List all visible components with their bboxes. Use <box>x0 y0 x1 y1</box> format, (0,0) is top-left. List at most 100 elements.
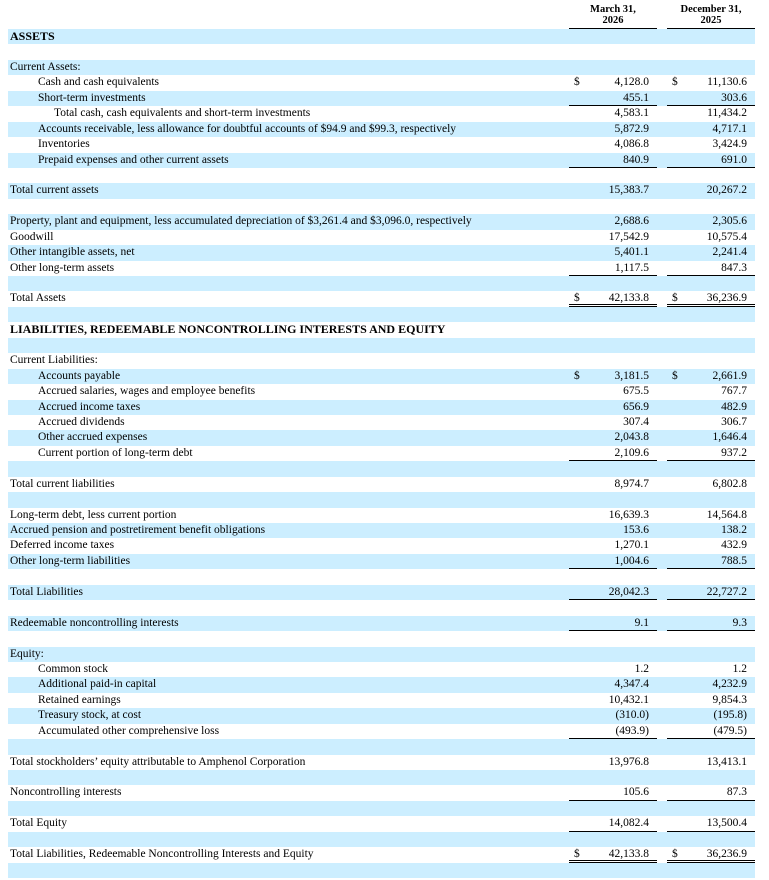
row-value-cell: 307.4 <box>569 415 657 430</box>
dollar-sign: $ <box>574 369 580 382</box>
row-value-cell <box>569 29 657 44</box>
table-row <box>8 337 755 354</box>
column-header-period-2: December 31, 2025 <box>667 4 755 29</box>
column-header-line1: March 31, <box>590 4 636 15</box>
row-value-cell <box>569 647 657 662</box>
row-label: Prepaid expenses and other current asset… <box>38 153 229 166</box>
row-value-cell: (493.9) <box>569 724 657 740</box>
row-value: 13,976.8 <box>608 755 649 768</box>
row-value: 1,004.6 <box>614 554 650 567</box>
row-label: Accrued salaries, wages and employee ben… <box>38 385 256 398</box>
row-value: 3,181.5 <box>614 369 650 382</box>
row-value-cell <box>569 492 657 507</box>
row-value-cell <box>569 770 657 785</box>
row-value: 13,413.1 <box>706 755 747 768</box>
row-value-cell <box>667 801 755 816</box>
row-value: 2,043.8 <box>614 431 650 444</box>
row-value-cell: 11,434.2 <box>667 106 755 121</box>
row-value-cell: 4,347.4 <box>569 677 657 692</box>
row-value-cell: 1,117.5 <box>569 261 657 276</box>
row-value: 2,109.6 <box>614 446 650 459</box>
row-value-cell: 1.2 <box>667 662 755 677</box>
row-value-cell <box>667 739 755 754</box>
table-row: Other long-term liabilities 1,004.6 788.… <box>8 553 755 570</box>
row-value-cell <box>569 44 657 59</box>
table-row: Total stockholders’ equity attributable … <box>8 755 755 770</box>
row-label: Long-term debt, less current portion <box>10 508 177 521</box>
row-value: 17,542.9 <box>608 230 649 243</box>
row-value-cell: 767.7 <box>667 384 755 399</box>
dollar-sign: $ <box>672 369 678 382</box>
row-label: Other long-term assets <box>10 261 115 274</box>
row-label: Additional paid-in capital <box>38 678 157 691</box>
row-value-cell: 675.5 <box>569 384 657 399</box>
row-value-cell <box>569 322 657 337</box>
table-row: Short-term investments 455.1 303.6 <box>8 90 755 107</box>
row-value-cell <box>667 832 755 847</box>
row-value: 36,236.9 <box>706 292 747 305</box>
table-row: Prepaid expenses and other current asset… <box>8 152 755 168</box>
table-row: Cash and cash equivalents $4,128.0 $11,1… <box>8 75 755 90</box>
row-value: 4,232.9 <box>712 678 748 691</box>
row-value-cell: 9.3 <box>667 616 755 632</box>
table-row: Noncontrolling interests 105.6 87.3 <box>8 785 755 801</box>
row-value: 5,401.1 <box>614 246 650 259</box>
row-value: 1.2 <box>732 662 747 675</box>
column-header-line2: 2025 <box>700 15 722 26</box>
row-value: 306.7 <box>721 415 747 428</box>
row-value: 36,236.9 <box>706 848 747 861</box>
table-row: Retained earnings 10,432.1 9,854.3 <box>8 693 755 708</box>
table-row: Property, plant and equipment, less accu… <box>8 214 755 230</box>
table-row: Other intangible assets, net 5,401.1 2,2… <box>8 245 755 261</box>
row-value-cell: 1,646.4 <box>667 430 755 445</box>
row-value-cell <box>569 353 657 368</box>
row-value-cell: 28,042.3 <box>569 585 657 601</box>
row-value: 4,347.4 <box>614 678 650 691</box>
table-row: Redeemable noncontrolling interests 9.1 … <box>8 615 755 632</box>
row-label: Accounts payable <box>38 369 121 382</box>
table-row: Long-term debt, less current portion 16,… <box>8 508 755 523</box>
table-row: Current Assets: <box>8 59 755 76</box>
row-label: Cash and cash equivalents <box>38 76 160 89</box>
row-value-cell <box>667 863 755 878</box>
row-value-cell: 17,542.9 <box>569 230 657 245</box>
row-value-cell: 16,639.3 <box>569 508 657 523</box>
row-value: 788.5 <box>721 554 747 567</box>
row-label <box>8 739 559 754</box>
table-row: Inventories 4,086.8 3,424.9 <box>8 137 755 152</box>
row-label: ASSETS <box>10 29 55 43</box>
row-value-cell <box>667 338 755 353</box>
table-row: Total Liabilities 28,042.3 22,727.2 <box>8 584 755 601</box>
row-value-cell: 10,432.1 <box>569 693 657 708</box>
row-value-cell <box>569 863 657 878</box>
row-value-cell <box>667 770 755 785</box>
row-value-cell: 10,575.4 <box>667 230 755 245</box>
row-value: 14,564.8 <box>706 508 747 521</box>
row-value-cell: $3,181.5 <box>569 369 657 384</box>
row-label: Total Liabilities <box>10 585 83 598</box>
row-label: LIABILITIES, REDEEMABLE NONCONTROLLING I… <box>10 322 446 337</box>
table-row: Treasury stock, at cost (310.0) (195.8) <box>8 708 755 724</box>
row-value: 11,130.6 <box>707 76 747 89</box>
row-value-cell: $42,133.8 <box>569 847 657 863</box>
table-row: Accounts payable $3,181.5 $2,661.9 <box>8 368 755 385</box>
row-label: Accrued pension and postretirement benef… <box>10 524 266 536</box>
row-value-cell <box>667 322 755 337</box>
row-value-cell: 5,872.9 <box>569 122 657 137</box>
row-label: Total current liabilities <box>10 477 115 490</box>
row-label: Redeemable noncontrolling interests <box>10 616 179 629</box>
table-row: Total current assets 15,383.7 20,267.2 <box>8 183 755 199</box>
row-value: 5,872.9 <box>614 122 650 135</box>
row-value: 10,432.1 <box>608 693 649 706</box>
row-value-cell <box>667 29 755 44</box>
row-value-cell <box>569 631 657 646</box>
table-row <box>8 770 755 786</box>
row-value: 691.0 <box>721 153 747 166</box>
table-row <box>8 199 755 214</box>
table-row: Deferred income taxes 1,270.1 432.9 <box>8 538 755 553</box>
row-value-cell: 13,976.8 <box>569 755 657 770</box>
row-value-cell: (195.8) <box>667 708 755 723</box>
table-row <box>8 461 755 477</box>
row-value-cell: 14,082.4 <box>569 816 657 832</box>
